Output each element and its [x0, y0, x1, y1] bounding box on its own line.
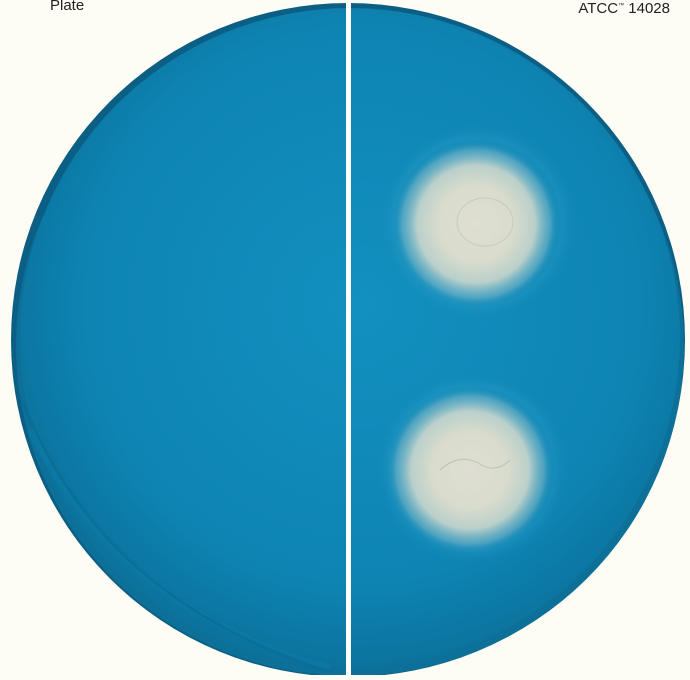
right-half-label: ATCC™ 14028 [578, 0, 670, 19]
left-label-text: Plate [50, 0, 85, 14]
right-label-prefix: ATCC [578, 0, 619, 17]
trademark-mark: ™ [618, 3, 625, 9]
colony-bottom [374, 370, 570, 566]
left-half-label: Plate [50, 0, 84, 16]
right-label-suffix: 14028 [624, 0, 670, 17]
colony-top [378, 122, 578, 322]
plate-divider [346, 0, 351, 675]
rim-reflections [20, 399, 331, 674]
